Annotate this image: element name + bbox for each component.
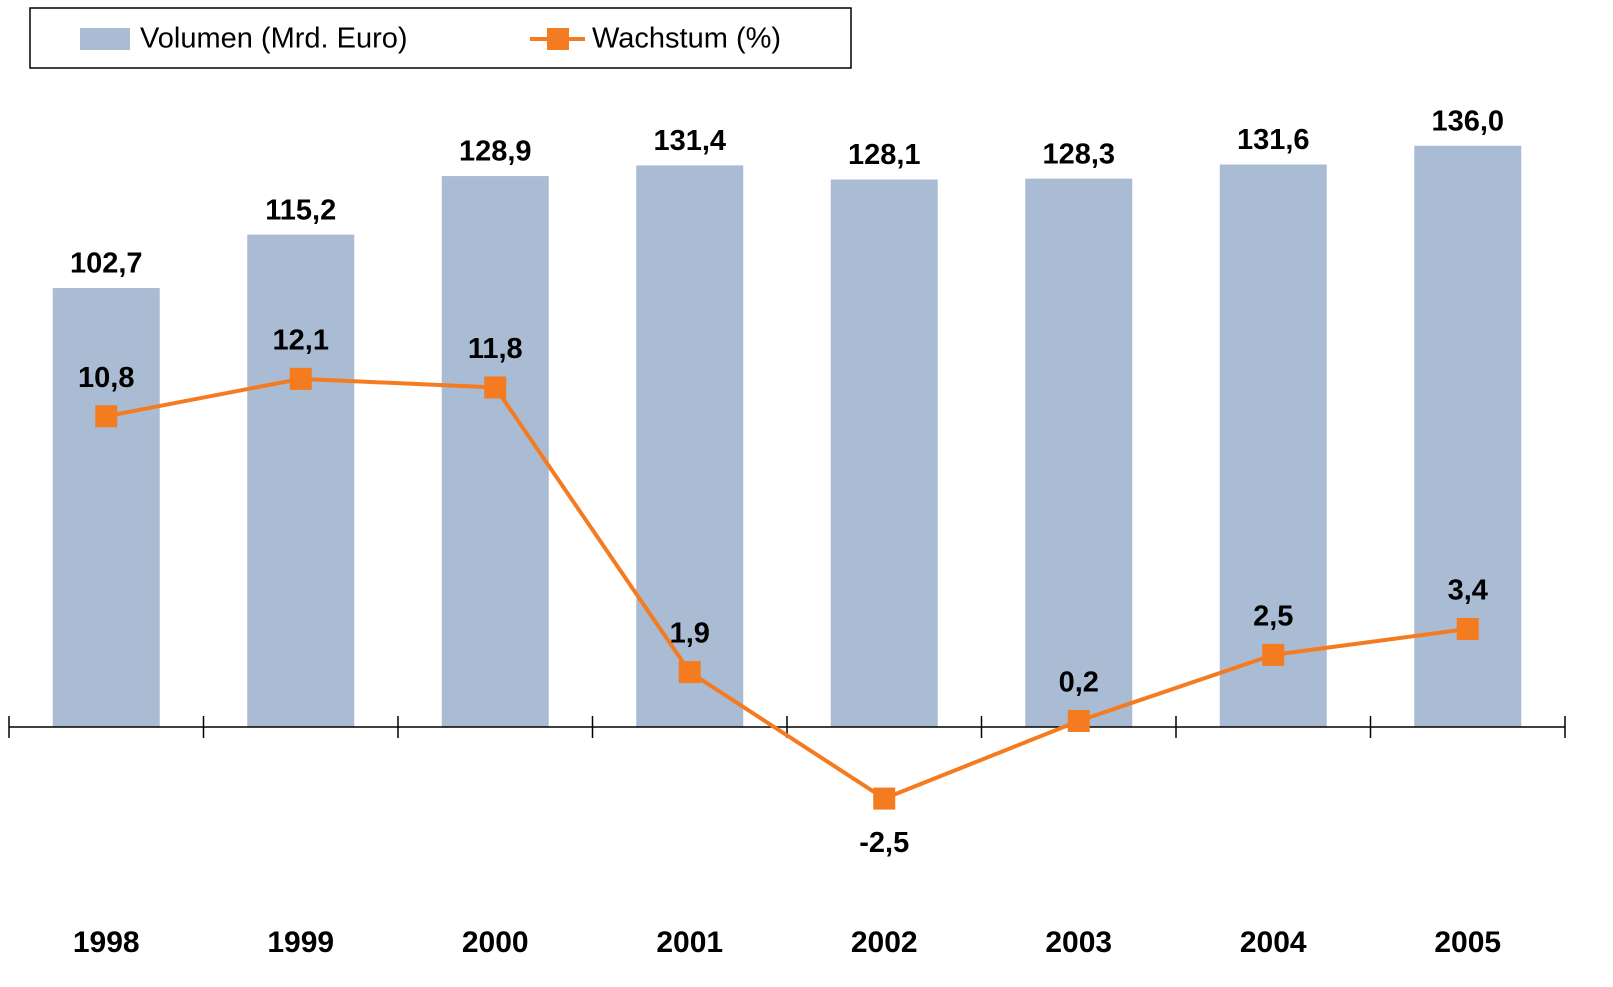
bar-value-label: 136,0 xyxy=(1431,105,1504,137)
bar-value-label: 128,3 xyxy=(1042,138,1115,170)
x-tick-label: 1999 xyxy=(267,926,334,959)
bar xyxy=(441,176,549,727)
line-marker xyxy=(1067,709,1090,732)
line-value-label: 1,9 xyxy=(670,618,710,650)
line-value-label: 0,2 xyxy=(1059,667,1099,699)
line-marker xyxy=(289,367,312,390)
line-value-label: 3,4 xyxy=(1448,575,1488,607)
line xyxy=(105,376,1469,801)
line-value-label: 10,8 xyxy=(78,362,134,394)
x-tick-label: 2003 xyxy=(1045,926,1112,959)
x-tick-label: 2004 xyxy=(1240,926,1307,959)
line-marker xyxy=(873,787,896,810)
legend-label: Volumen (Mrd. Euro) xyxy=(140,23,408,55)
line-marker xyxy=(1456,617,1479,640)
legend-box xyxy=(29,7,852,69)
bar-value-label: 115,2 xyxy=(265,194,336,226)
bar-value-label: 128,1 xyxy=(848,139,921,171)
bar xyxy=(247,234,355,727)
bar-value-label: 102,7 xyxy=(70,248,143,280)
bar-value-label: 128,9 xyxy=(459,136,532,168)
legend-swatch xyxy=(80,28,130,50)
line-marker xyxy=(484,376,507,399)
x-tick-label: 2005 xyxy=(1434,926,1501,959)
line-value-label: -2,5 xyxy=(859,827,909,859)
x-tick-label: 2002 xyxy=(851,926,918,959)
bar xyxy=(1219,164,1327,727)
line-value-label: 12,1 xyxy=(273,325,329,357)
bar xyxy=(52,288,160,727)
bar xyxy=(636,165,744,727)
bar xyxy=(830,179,938,727)
x-tick-label: 1998 xyxy=(73,926,140,959)
line-marker xyxy=(678,661,701,684)
bar-value-label: 131,4 xyxy=(653,125,726,157)
bar xyxy=(1025,178,1133,727)
bar-value-label: 131,6 xyxy=(1237,124,1310,156)
legend-marker xyxy=(547,28,569,50)
line-marker xyxy=(95,405,118,428)
line-value-label: 11,8 xyxy=(468,333,523,365)
x-tick-label: 2000 xyxy=(462,926,529,959)
line-value-label: 2,5 xyxy=(1253,600,1293,632)
legend-label: Wachstum (%) xyxy=(592,23,781,55)
line-marker xyxy=(1262,643,1285,666)
x-tick-label: 2001 xyxy=(656,926,723,959)
